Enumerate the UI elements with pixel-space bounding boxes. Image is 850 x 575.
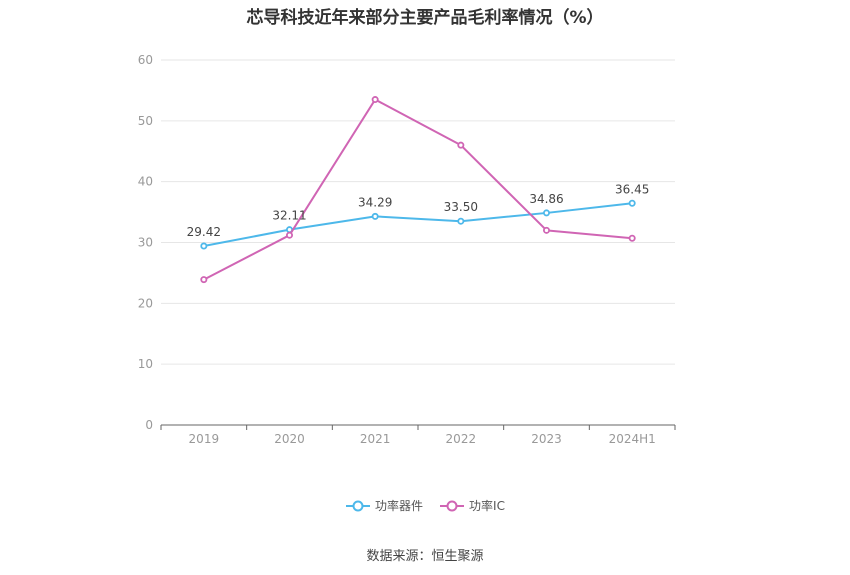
y-tick-label-50: 50 [138,114,153,128]
data-point-0-0 [200,242,208,250]
series-lines [200,96,636,284]
y-tick-label-40: 40 [138,175,153,189]
source-note: 数据来源：恒生聚源 [366,549,484,564]
x-tick-label-2: 2021 [360,432,391,446]
data-point-1-4 [543,226,551,234]
axes: 0 10 20 30 40 50 60 2019 2020 2021 2022 2023 2024H1 [138,53,676,446]
legend-item-0[interactable]: 功率器件 [345,497,423,514]
legend-label-1: 功率IC [469,499,505,513]
y-tick-label-60: 60 [138,53,153,67]
y-tick-label-0: 0 [145,418,153,432]
legend-swatch-icon-0 [346,500,371,511]
y-tick-label-10: 10 [138,357,153,371]
data-label-0-2: 34.29 [358,195,392,209]
data-point-1-2 [371,96,379,104]
data-point-1-1 [285,231,293,239]
data-point-0-4 [543,209,551,217]
data-point-1-5 [628,234,636,242]
x-tick-label-4: 2023 [531,432,562,446]
legend-label-0: 功率器件 [375,499,424,513]
y-tick-label-30: 30 [138,236,153,250]
legend: 功率器件 功率IC [0,497,850,514]
x-tick-label-5: 2024H1 [609,432,656,446]
legend-item-1[interactable]: 功率IC [439,497,505,514]
data-label-0-0: 29.42 [187,225,221,239]
data-label-0-3: 33.50 [444,200,478,214]
data-point-1-0 [200,276,208,284]
series-line-1 [203,98,633,281]
data-label-0-1: 32.11 [272,209,306,223]
grid-lines [161,59,675,365]
data-point-0-2 [371,212,379,220]
data-point-0-3 [457,217,465,225]
x-tick-label-3: 2022 [446,432,477,446]
y-tick-label-20: 20 [138,296,153,310]
x-tick-label-1: 2020 [274,432,305,446]
data-point-0-5 [628,199,636,207]
series-line-0 [203,202,633,248]
data-point-1-3 [457,141,465,149]
legend-swatch-icon-1 [440,500,465,511]
x-tick-label-0: 2019 [189,432,220,446]
data-label-0-4: 34.86 [529,192,563,206]
data-labels: 29.42 32.11 34.29 33.50 34.86 36.45 [187,182,650,239]
chart-title: 芯导科技近年来部分主要产品毛利率情况（%） [246,8,604,28]
data-label-0-5: 36.45 [615,182,649,196]
